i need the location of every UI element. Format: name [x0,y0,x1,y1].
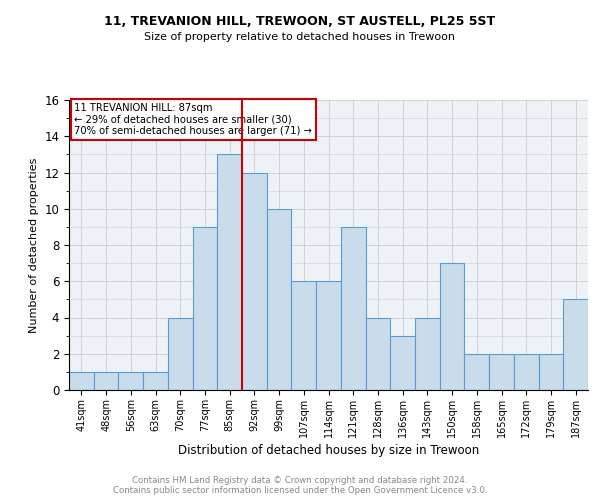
Bar [242,172,267,390]
Bar [267,209,292,390]
Bar [539,354,563,390]
Bar [69,372,94,390]
Bar [292,281,316,390]
Text: Contains HM Land Registry data © Crown copyright and database right 2024.
Contai: Contains HM Land Registry data © Crown c… [113,476,487,495]
Bar [563,300,588,390]
Y-axis label: Number of detached properties: Number of detached properties [29,158,39,332]
Bar [217,154,242,390]
Bar [316,281,341,390]
Text: 11, TREVANION HILL, TREWOON, ST AUSTELL, PL25 5ST: 11, TREVANION HILL, TREWOON, ST AUSTELL,… [104,15,496,28]
Bar [390,336,415,390]
Bar [440,263,464,390]
Bar [168,318,193,390]
Bar [415,318,440,390]
Bar [118,372,143,390]
X-axis label: Distribution of detached houses by size in Trewoon: Distribution of detached houses by size … [178,444,479,457]
Bar [341,227,365,390]
Bar [143,372,168,390]
Bar [94,372,118,390]
Bar [489,354,514,390]
Text: 11 TREVANION HILL: 87sqm
← 29% of detached houses are smaller (30)
70% of semi-d: 11 TREVANION HILL: 87sqm ← 29% of detach… [74,103,312,136]
Bar [514,354,539,390]
Bar [193,227,217,390]
Text: Size of property relative to detached houses in Trewoon: Size of property relative to detached ho… [145,32,455,42]
Bar [464,354,489,390]
Bar [365,318,390,390]
